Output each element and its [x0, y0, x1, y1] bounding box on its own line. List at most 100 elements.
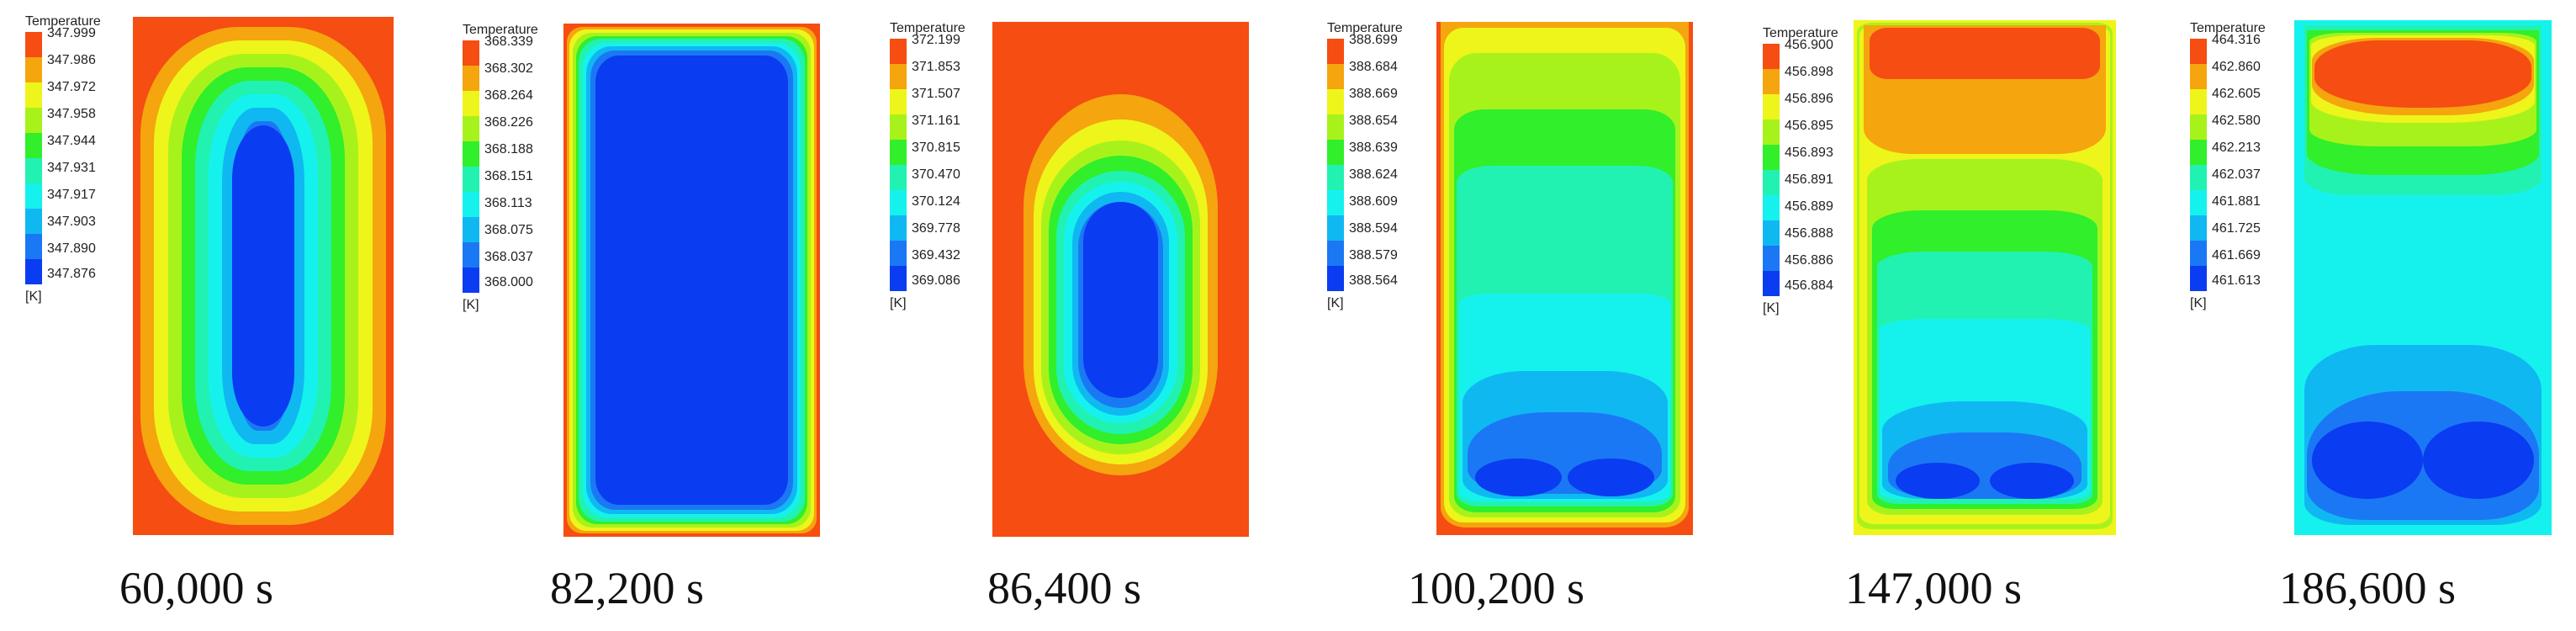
- legend-swatch: [2190, 215, 2207, 241]
- temperature-contour-plot: [992, 22, 1249, 537]
- legend-tick-label: 368.113: [484, 196, 532, 210]
- time-caption: 100,200 s: [1408, 563, 1585, 613]
- legend-tick-label: 461.881: [2212, 194, 2261, 209]
- legend-tick-label: 347.986: [47, 53, 96, 67]
- contour-band: [1474, 458, 1563, 497]
- legend-swatch: [1763, 246, 1780, 271]
- legend-tick-label: 456.895: [1785, 119, 1833, 133]
- legend-tick-label: 462.213: [2212, 141, 2261, 155]
- legend-swatch: [1327, 39, 1344, 64]
- legend-swatch: [890, 39, 907, 64]
- legend-tick-label: 368.037: [484, 250, 533, 264]
- legend-swatch: [2190, 64, 2207, 89]
- legend-tick-label: 456.889: [1785, 199, 1833, 214]
- legend-title: Temperature: [1763, 26, 1838, 40]
- legend-tick-label: 372.199: [912, 33, 960, 47]
- legend-tick-label: 347.972: [47, 80, 96, 94]
- color-legend: Temperature 388.699 388.684 388.669 388.654…: [1327, 20, 1462, 310]
- legend-swatch: [1763, 170, 1780, 195]
- legend-tick-label: 388.684: [1349, 60, 1398, 74]
- legend-swatch: [463, 91, 479, 116]
- legend-unit: [K]: [25, 289, 42, 304]
- legend-title: Temperature: [890, 21, 965, 35]
- legend-swatch: [25, 234, 42, 259]
- legend-tick-label: 347.890: [47, 241, 96, 256]
- time-caption: 86,400 s: [987, 563, 1142, 613]
- legend-tick-label: 456.886: [1785, 253, 1833, 268]
- color-legend: Temperature 347.999 347.986 347.972 347.958…: [25, 13, 160, 304]
- temperature-contour-plot: [1854, 20, 2116, 535]
- temperature-contour-plot: [1436, 22, 1693, 535]
- legend-title: Temperature: [463, 23, 538, 37]
- legend-tick-label: 456.893: [1785, 146, 1833, 160]
- legend-tick-label: 347.999: [47, 26, 96, 40]
- legend-tick-label: 388.669: [1349, 87, 1398, 101]
- legend-tick-label: 347.903: [47, 215, 96, 229]
- legend-swatch: [2190, 165, 2207, 190]
- legend-tick-label: 371.507: [912, 87, 960, 101]
- legend-swatch: [890, 64, 907, 89]
- legend-swatch: [2190, 266, 2207, 291]
- contour-band: [1083, 202, 1158, 398]
- legend-unit: [K]: [890, 296, 907, 310]
- legend-tick-label: 368.075: [484, 223, 533, 237]
- time-caption: 147,000 s: [1845, 563, 2023, 613]
- legend-swatch: [463, 268, 479, 293]
- legend-tick-label: 347.944: [47, 134, 96, 148]
- color-legend: Temperature 464.316 462.860 462.605 462.580…: [2190, 20, 2325, 310]
- legend-swatch: [2190, 89, 2207, 114]
- legend-swatch: [890, 215, 907, 241]
- legend-swatch: [1763, 94, 1780, 119]
- figure-panel-3: Temperature 372.199 371.853 371.507 371.161…: [890, 0, 1268, 631]
- legend-swatch: [2190, 39, 2207, 64]
- figure-panel-4: Temperature 388.699 388.684 388.669 388.654…: [1327, 0, 1714, 631]
- legend-swatch: [25, 183, 42, 209]
- legend-swatch: [1327, 190, 1344, 215]
- time-caption: 82,200 s: [550, 563, 705, 613]
- color-legend: Temperature 372.199 371.853 371.507 371.161…: [890, 20, 1024, 310]
- legend-swatch: [2190, 241, 2207, 266]
- figure-panel-2: Temperature 368.339 368.302 368.264 368.226…: [463, 0, 841, 631]
- legend-tick-label: 388.639: [1349, 141, 1398, 155]
- legend-tick-label: 388.564: [1349, 273, 1398, 288]
- temperature-contour-plot: [2294, 20, 2552, 535]
- legend-tick-label: 456.898: [1785, 65, 1833, 79]
- legend-tick-label: 462.860: [2212, 60, 2261, 74]
- legend-swatch: [1763, 195, 1780, 220]
- legend-swatch: [1327, 140, 1344, 165]
- legend-tick-label: 370.124: [912, 194, 960, 209]
- legend-swatch: [25, 32, 42, 57]
- contour-band: [2314, 40, 2531, 109]
- temperature-contour-plot: [563, 24, 820, 537]
- legend-tick-label: 462.037: [2212, 167, 2261, 182]
- legend-tick-label: 388.609: [1349, 194, 1398, 209]
- legend-swatch: [1327, 89, 1344, 114]
- legend-swatch: [1327, 215, 1344, 241]
- color-legend: Temperature 368.339 368.302 368.264 368.226…: [463, 22, 597, 312]
- legend-swatch: [1327, 266, 1344, 291]
- legend-tick-label: 347.876: [47, 267, 96, 281]
- legend-tick-label: 456.884: [1785, 278, 1833, 293]
- legend-swatch: [890, 241, 907, 266]
- contour-band: [2312, 422, 2423, 500]
- legend-tick-label: 369.432: [912, 248, 960, 262]
- legend-swatch: [463, 116, 479, 141]
- legend-swatch: [463, 192, 479, 217]
- time-caption: 186,600 s: [2279, 563, 2457, 613]
- legend-tick-label: 370.815: [912, 141, 960, 155]
- legend-swatch: [2190, 114, 2207, 140]
- legend-tick-label: 371.853: [912, 60, 960, 74]
- temperature-contour-plot: [133, 17, 394, 535]
- figure-panel-5: Temperature 456.900 456.898 456.896 456.895…: [1763, 0, 2150, 631]
- legend-swatch: [1763, 69, 1780, 94]
- legend-tick-label: 368.000: [484, 275, 533, 289]
- legend-swatch: [25, 108, 42, 133]
- legend-tick-label: 388.654: [1349, 114, 1398, 128]
- legend-swatch: [2190, 140, 2207, 165]
- contour-band: [1869, 28, 2101, 80]
- legend-unit: [K]: [2190, 296, 2207, 310]
- legend-tick-label: 461.613: [2212, 273, 2261, 288]
- legend-swatch: [25, 209, 42, 234]
- contour-band: [1990, 463, 2075, 500]
- legend-tick-label: 462.605: [2212, 87, 2261, 101]
